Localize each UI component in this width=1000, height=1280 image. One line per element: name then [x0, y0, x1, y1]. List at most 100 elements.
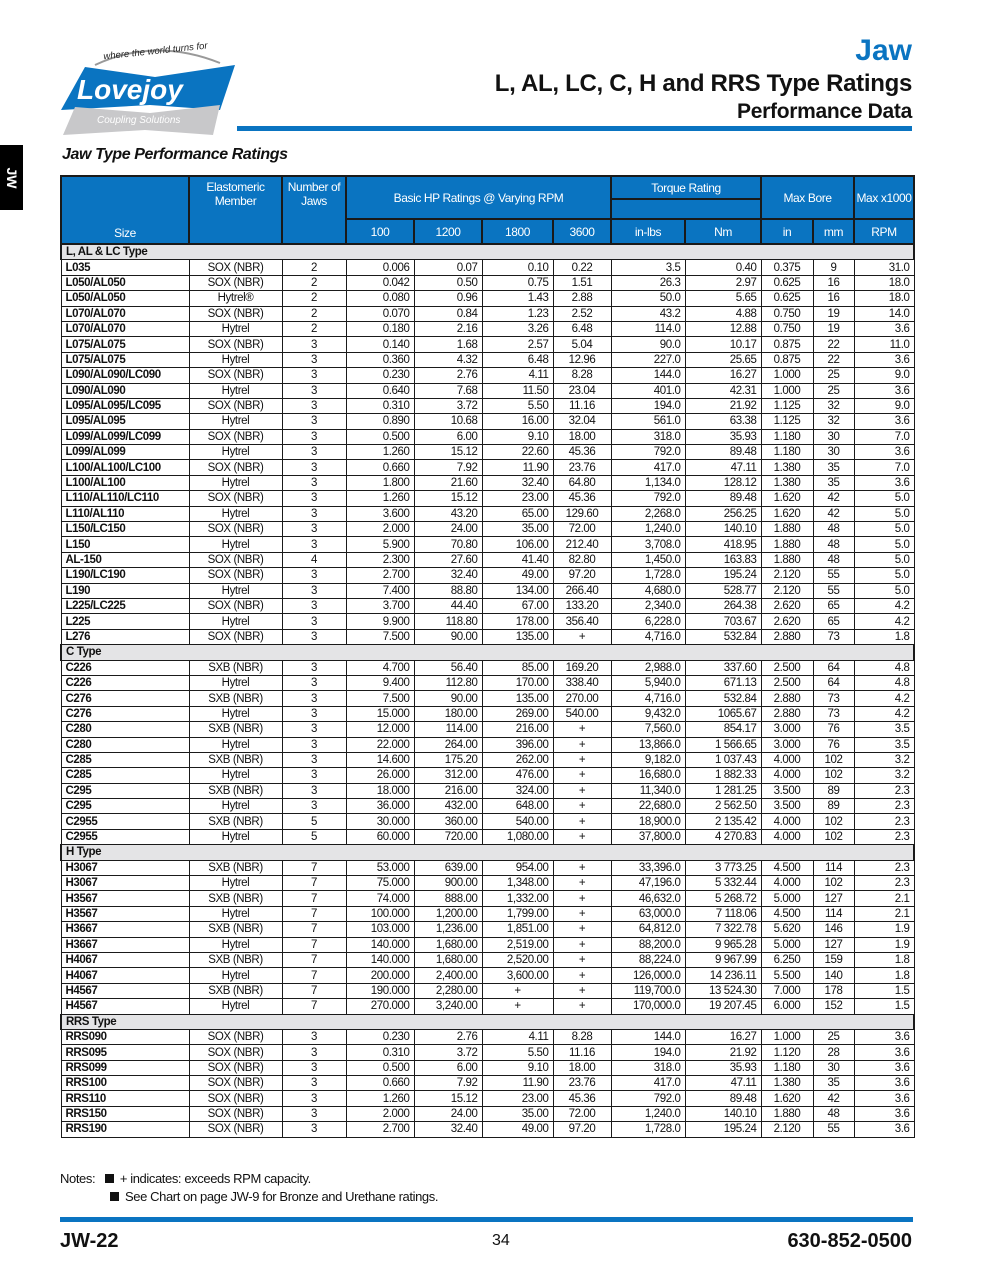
cell-max-rpm: 3.6 — [853, 1105, 915, 1123]
cell-hp-1800: 1,348.00 — [481, 875, 554, 892]
page-subtitle: Performance Data — [737, 100, 912, 123]
cell-size: C295 — [60, 782, 190, 800]
cell-size: L099/AL099 — [60, 444, 190, 461]
cell-hp-100: 5.900 — [345, 536, 415, 553]
cell-max-rpm: 2.3 — [853, 859, 915, 877]
cell-elastomeric: SOX (NBR) — [188, 567, 283, 584]
table-row: C295 Hytrel 3 36.000 432.00 648.00 +22,680.0 2 … — [60, 798, 915, 815]
cell-hp-100: 0.080 — [345, 290, 415, 307]
cell-torque-in-lbs: 22,680.0 — [610, 798, 686, 815]
cell-jaws: 3 — [281, 459, 347, 476]
cell-hp-1800: + — [481, 998, 554, 1015]
cell-hp-1200: 15.12 — [413, 444, 483, 461]
cell-torque-in-lbs: 4,716.0 — [610, 690, 686, 707]
cell-elastomeric: SXB (NBR) — [188, 890, 283, 907]
cell-hp-1200: 0.07 — [413, 259, 483, 276]
table-row: H3067 SXB (NBR) 7 53.000 639.00 954.00 +33,396… — [60, 859, 915, 877]
cell-elastomeric: SOX (NBR) — [188, 1105, 283, 1123]
cell-jaws: 3 — [281, 1059, 347, 1077]
cell-hp-3600: 97.20 — [552, 1121, 612, 1138]
cell-jaws: 3 — [281, 1090, 347, 1107]
header-rpm-3600: 3600 — [552, 218, 612, 245]
cell-bore-mm: 55 — [812, 582, 855, 599]
cell-hp-1200: 216.00 — [413, 782, 483, 800]
cell-max-rpm: 2.3 — [853, 875, 915, 892]
cell-hp-100: 140.000 — [345, 936, 415, 953]
cell-hp-3600: 72.00 — [552, 1105, 612, 1123]
cell-elastomeric: SOX (NBR) — [188, 1075, 283, 1092]
cell-jaws: 7 — [281, 951, 347, 969]
cell-size: RRS110 — [60, 1090, 190, 1107]
cell-bore-mm: 30 — [812, 444, 855, 461]
cell-hp-100: 7.500 — [345, 690, 415, 707]
cell-torque-in-lbs: 792.0 — [610, 444, 686, 461]
cell-hp-1800: 540.00 — [481, 813, 554, 830]
cell-jaws: 7 — [281, 905, 347, 923]
cell-size: L100/AL100 — [60, 474, 190, 492]
cell-bore-mm: 55 — [812, 567, 855, 584]
cell-elastomeric: SXB (NBR) — [188, 859, 283, 877]
cell-max-rpm: 18.0 — [853, 274, 915, 292]
cell-hp-100: 0.230 — [345, 1028, 415, 1046]
cell-hp-1800: 49.00 — [481, 1121, 554, 1138]
table-row: RRS190 SOX (NBR) 3 2.700 32.40 49.00 97.20 1,72… — [60, 1121, 915, 1138]
cell-size: H4567 — [60, 998, 190, 1015]
svg-text:Coupling Solutions: Coupling Solutions — [97, 115, 180, 126]
cell-torque-nm: 63.38 — [684, 413, 762, 430]
cell-torque-nm: 2 135.42 — [684, 813, 762, 830]
cell-size: L050/AL050 — [60, 290, 190, 307]
cell-hp-3600: 2.88 — [552, 290, 612, 307]
cell-jaws: 2 — [281, 320, 347, 338]
table-row: H3667 Hytrel 7 140.000 1,680.00 2,519.00 +88,2… — [60, 936, 915, 953]
svg-text:where the world turns for: where the world turns for — [103, 40, 209, 62]
cell-max-rpm: 2.1 — [853, 905, 915, 923]
cell-max-rpm: 4.8 — [853, 659, 915, 676]
cell-bore-mm: 159 — [812, 951, 855, 969]
notes: Notes: + indicates: exceeds RPM capacity… — [60, 1170, 438, 1206]
cell-elastomeric: Hytrel — [188, 613, 283, 630]
cell-size: C276 — [60, 705, 190, 723]
section-row: L, AL & LC Type — [59, 243, 916, 261]
cell-bore-in: 1.880 — [760, 551, 814, 569]
cell-hp-3600: 266.40 — [552, 582, 612, 599]
cell-jaws: 3 — [281, 1075, 347, 1092]
cell-jaws: 3 — [281, 428, 347, 446]
cell-bore-mm: 65 — [812, 597, 855, 615]
cell-torque-in-lbs: 144.0 — [610, 367, 686, 384]
cell-hp-1200: 2,280.00 — [413, 982, 483, 1000]
cell-hp-1200: 0.50 — [413, 274, 483, 292]
cell-hp-100: 3.700 — [345, 597, 415, 615]
cell-max-rpm: 3.6 — [853, 351, 915, 369]
cell-torque-nm: 0.40 — [684, 259, 762, 276]
cell-max-rpm: 14.0 — [853, 305, 915, 322]
cell-elastomeric: Hytrel — [188, 674, 283, 692]
footer-section-page: JW-22 — [60, 1230, 119, 1252]
cell-bore-mm: 25 — [812, 382, 855, 399]
cell-hp-100: 53.000 — [345, 859, 415, 877]
cell-max-rpm: 9.0 — [853, 397, 915, 415]
cell-bore-mm: 22 — [812, 336, 855, 353]
cell-bore-mm: 48 — [812, 1105, 855, 1123]
cell-elastomeric: SOX (NBR) — [188, 274, 283, 292]
cell-size: L095/AL095/LC095 — [60, 397, 190, 415]
header-jaws: Number of Jaws — [281, 175, 347, 245]
cell-jaws: 3 — [281, 505, 347, 523]
cell-torque-in-lbs: 88,200.0 — [610, 936, 686, 953]
cell-bore-mm: 140 — [812, 967, 855, 984]
cell-hp-100: 200.000 — [345, 967, 415, 984]
cell-hp-100: 0.500 — [345, 428, 415, 446]
cell-hp-1800: 1.43 — [481, 290, 554, 307]
cell-bore-in: 2.120 — [760, 1121, 814, 1138]
cell-hp-100: 190.000 — [345, 982, 415, 1000]
cell-hp-1800: 22.60 — [481, 444, 554, 461]
cell-torque-nm: 89.48 — [684, 490, 762, 507]
cell-max-rpm: 31.0 — [853, 259, 915, 276]
cell-hp-100: 30.000 — [345, 813, 415, 830]
cell-elastomeric: Hytrel — [188, 351, 283, 369]
cell-hp-3600: 23.76 — [552, 1075, 612, 1092]
table-row: RRS095 SOX (NBR) 3 0.310 3.72 5.50 11.16 194.0 2… — [60, 1044, 915, 1061]
cell-hp-100: 270.000 — [345, 998, 415, 1015]
table-row: RRS150 SOX (NBR) 3 2.000 24.00 35.00 72.00 1,24… — [60, 1105, 915, 1123]
cell-bore-in: 1.000 — [760, 382, 814, 399]
cell-hp-100: 74.000 — [345, 890, 415, 907]
